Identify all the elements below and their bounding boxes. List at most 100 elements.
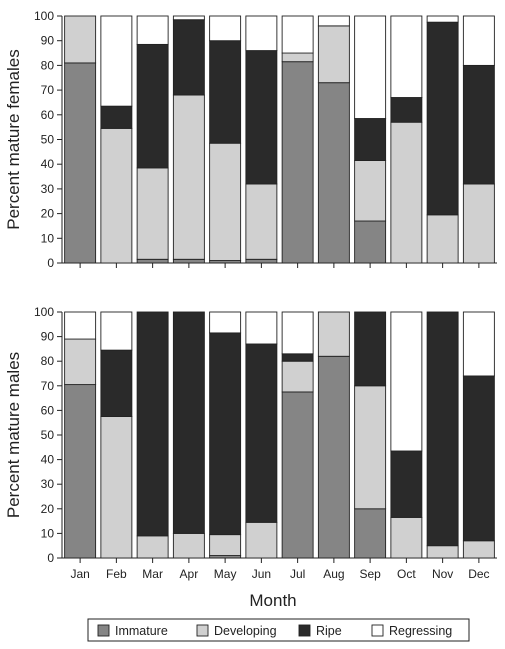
x-tick-label-mar: Mar — [142, 567, 163, 581]
female-y-tick-label: 40 — [41, 157, 55, 171]
x-tick-label-jan: Jan — [70, 567, 89, 581]
male-bar-oct-ripe — [390, 450, 423, 518]
x-tick-label-dec: Dec — [468, 567, 489, 581]
female-bar-feb-developing — [100, 127, 133, 264]
female-bar-oct-developing — [390, 121, 423, 264]
male-bar-feb-developing — [100, 416, 133, 559]
x-tick-label-sep: Sep — [359, 567, 381, 581]
male-bar-may-ripe — [209, 332, 242, 536]
female-bar-jun-immature — [245, 258, 278, 264]
x-tick-label-jun: Jun — [252, 567, 271, 581]
female-bar-sep-immature — [354, 220, 387, 264]
male-bar-sep-immature — [354, 508, 387, 559]
x-tick-label-apr: Apr — [180, 567, 199, 581]
male-y-tick-label: 40 — [41, 453, 55, 467]
female-y-tick-label: 90 — [41, 34, 55, 48]
female-bar-mar-immature — [136, 258, 169, 264]
male-y-tick-label: 20 — [41, 502, 55, 516]
female-bar-apr-immature — [172, 258, 205, 264]
female-y-tick-label: 30 — [41, 182, 55, 196]
female-y-tick-label: 80 — [41, 58, 55, 72]
female-bar-jul-immature — [281, 61, 314, 264]
male-bar-feb-regressing — [100, 311, 133, 351]
female-bar-jan-immature — [64, 62, 97, 264]
x-tick-label-oct: Oct — [397, 567, 416, 581]
male-bar-jul-ripe — [281, 353, 314, 362]
male-y-tick-label: 100 — [34, 305, 54, 319]
male-y-tick-label: 60 — [41, 403, 55, 417]
female-bar-may-developing — [209, 142, 242, 261]
males-chart-panel: 0 10 20 30 40 50 60 70 80 90 100 Percent mature mal… — [4, 305, 497, 581]
male-bar-oct-developing — [390, 516, 423, 559]
female-bar-oct-ripe — [390, 97, 423, 123]
female-y-tick-label: 20 — [41, 207, 55, 221]
male-bar-jun-developing — [245, 521, 278, 559]
female-bar-may-ripe — [209, 40, 242, 144]
male-bar-sep-ripe — [354, 311, 387, 387]
female-bar-aug-developing — [317, 25, 350, 84]
female-bar-sep-regressing — [354, 15, 387, 119]
male-bar-jun-regressing — [245, 311, 278, 345]
male-bar-nov-ripe — [426, 311, 459, 547]
female-y-tick-label: 100 — [34, 9, 54, 23]
female-bar-nov-developing — [426, 214, 459, 264]
male-bar-aug-immature — [317, 355, 350, 559]
male-bar-may-developing — [209, 534, 242, 556]
female-bar-mar-regressing — [136, 15, 169, 45]
female-bar-aug-regressing — [317, 15, 350, 27]
x-tick-label-nov: Nov — [432, 567, 453, 581]
female-bar-nov-regressing — [426, 15, 459, 23]
male-bar-dec-developing — [462, 540, 495, 559]
legend-label-ripe: Ripe — [316, 624, 342, 638]
female-bar-apr-developing — [172, 94, 205, 260]
female-bar-may-regressing — [209, 15, 242, 42]
x-axis-title: Month — [249, 591, 296, 610]
female-bar-feb-regressing — [100, 15, 133, 107]
male-y-axis-title: Percent mature males — [4, 352, 23, 518]
male-bar-nov-developing — [426, 545, 459, 559]
female-bar-apr-ripe — [172, 19, 205, 96]
female-bar-dec-regressing — [462, 15, 495, 66]
x-tick-label-aug: Aug — [323, 567, 344, 581]
legend-label-regressing: Regressing — [389, 624, 452, 638]
male-bar-aug-developing — [317, 311, 350, 357]
male-bar-feb-ripe — [100, 349, 133, 418]
female-bar-jun-ripe — [245, 50, 278, 185]
male-bar-apr-developing — [172, 532, 205, 559]
female-bar-oct-regressing — [390, 15, 423, 98]
female-y-tick-label: 60 — [41, 108, 55, 122]
female-y-tick-label: 10 — [41, 231, 55, 245]
male-bar-jul-regressing — [281, 311, 314, 355]
male-y-tick-label: 0 — [47, 551, 54, 565]
female-bar-dec-developing — [462, 183, 495, 264]
legend-label-developing: Developing — [214, 624, 277, 638]
male-y-tick-label: 70 — [41, 379, 55, 393]
male-bar-mar-developing — [136, 535, 169, 559]
x-tick-label-feb: Feb — [106, 567, 127, 581]
female-bar-mar-developing — [136, 167, 169, 260]
legend: Immature Developing Ripe Regressing — [87, 618, 470, 642]
male-bar-dec-ripe — [462, 375, 495, 542]
female-y-tick-label: 70 — [41, 83, 55, 97]
legend-swatch-ripe — [298, 624, 311, 637]
female-bar-jul-developing — [281, 52, 314, 63]
male-y-tick-label: 80 — [41, 354, 55, 368]
female-y-axis-title: Percent mature females — [4, 49, 23, 229]
female-bar-aug-immature — [317, 82, 350, 264]
female-bar-jan-developing — [64, 15, 97, 64]
x-tick-label-jul: Jul — [290, 567, 305, 581]
female-bar-nov-ripe — [426, 21, 459, 216]
female-bar-jun-developing — [245, 183, 278, 260]
female-y-tick-label: 50 — [41, 133, 55, 147]
female-bar-mar-ripe — [136, 43, 169, 169]
female-bar-apr-regressing — [172, 15, 205, 21]
legend-swatch-regressing — [371, 624, 384, 637]
male-y-tick-label: 30 — [41, 477, 55, 491]
legend-swatch-developing — [196, 624, 209, 637]
female-bar-jun-regressing — [245, 15, 278, 52]
male-bar-dec-regressing — [462, 311, 495, 377]
male-y-tick-label: 90 — [41, 330, 55, 344]
male-bar-jan-immature — [64, 384, 97, 559]
male-bar-sep-developing — [354, 385, 387, 510]
